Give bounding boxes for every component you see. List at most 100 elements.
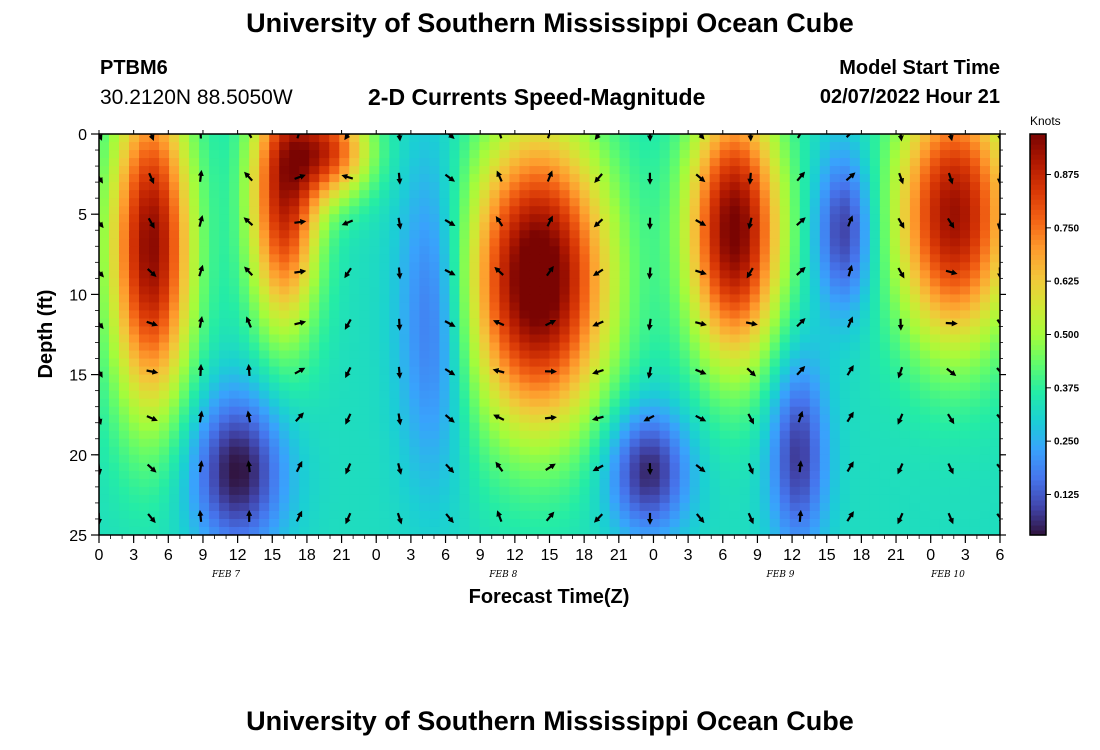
heatmap-cell (929, 438, 941, 448)
heatmap-cell (139, 238, 150, 247)
heatmap-cell (559, 438, 571, 448)
heatmap-cell (459, 182, 471, 191)
heatmap-cell (289, 398, 300, 408)
heatmap-cell (279, 422, 290, 432)
heatmap-cell (729, 310, 741, 320)
heatmap-cell (219, 134, 230, 143)
heatmap-cell (849, 486, 861, 496)
heatmap-cell (469, 470, 481, 480)
heatmap-cell (289, 462, 300, 472)
heatmap-cell (349, 294, 360, 304)
heatmap-cell (589, 214, 601, 223)
heatmap-cell (969, 294, 981, 304)
heatmap-cell (809, 222, 821, 231)
heatmap-cell (509, 190, 521, 199)
heatmap-cell (549, 334, 561, 344)
heatmap-cell (519, 366, 531, 376)
heatmap-cell (409, 166, 420, 175)
heatmap-cell (899, 278, 911, 287)
heatmap-cell (639, 422, 651, 432)
heatmap-cell (839, 198, 851, 207)
heatmap-cell (859, 422, 871, 432)
heatmap-cell (879, 454, 891, 464)
heatmap-cell (599, 238, 611, 247)
heatmap-cell (839, 430, 851, 440)
heatmap-cell (589, 150, 601, 159)
heatmap-cell (859, 230, 871, 239)
heatmap-cell (429, 326, 440, 336)
heatmap-cell (409, 382, 420, 392)
colorbar-segment (1030, 179, 1046, 185)
heatmap-cell (519, 462, 531, 472)
heatmap-cell (929, 414, 941, 424)
heatmap-cell (169, 374, 180, 384)
heatmap-cell (649, 222, 661, 231)
heatmap-cell (879, 438, 891, 448)
heatmap-cell (209, 390, 220, 400)
heatmap-cell (809, 518, 821, 528)
heatmap-cell (459, 206, 471, 215)
heatmap-cell (499, 206, 511, 215)
heatmap-cell (889, 190, 901, 199)
heatmap-cell (699, 494, 711, 504)
heatmap-cell (379, 470, 390, 480)
heatmap-cell (139, 270, 150, 279)
heatmap-cell (599, 326, 611, 336)
heatmap-cell (249, 422, 260, 432)
heatmap-cell (679, 214, 691, 223)
heatmap-cell (939, 270, 951, 279)
heatmap-cell (789, 166, 801, 175)
heatmap-cell (729, 150, 741, 159)
heatmap-cell (339, 278, 350, 287)
heatmap-cell (559, 174, 571, 183)
heatmap-cell (919, 414, 931, 424)
heatmap-cell (869, 278, 881, 287)
heatmap-cell (209, 406, 220, 416)
heatmap-cell (909, 422, 921, 432)
heatmap-cell (869, 174, 881, 183)
heatmap-cell (729, 190, 741, 199)
heatmap-cell (159, 438, 170, 448)
heatmap-cell (449, 318, 460, 328)
heatmap-cell (959, 502, 971, 512)
heatmap-cell (149, 478, 160, 488)
heatmap-cell (759, 390, 771, 400)
heatmap-cell (969, 166, 981, 175)
heatmap-cell (479, 350, 491, 360)
heatmap-cell (119, 382, 130, 392)
heatmap-cell (859, 326, 871, 336)
colorbar-segment (1030, 449, 1046, 456)
heatmap-cell (929, 390, 941, 400)
heatmap-cell (129, 470, 140, 480)
heatmap-cell (709, 462, 721, 472)
heatmap-cell (309, 502, 320, 512)
heatmap-cell (369, 286, 380, 295)
heatmap-cell (749, 350, 761, 360)
heatmap-cell (259, 454, 270, 464)
heatmap-cell (309, 214, 320, 223)
heatmap-cell (139, 510, 150, 520)
heatmap-cell (359, 486, 370, 496)
heatmap-cell (889, 478, 901, 488)
heatmap-cell (179, 358, 190, 368)
heatmap-cell (779, 374, 791, 384)
heatmap-cell (649, 214, 661, 223)
heatmap-cell (979, 158, 991, 167)
heatmap-cell (479, 278, 491, 287)
heatmap-cell (299, 286, 310, 295)
heatmap-cell (909, 142, 921, 151)
heatmap-cell (819, 230, 831, 239)
heatmap-cell (99, 358, 110, 368)
heatmap-cell (629, 198, 641, 207)
heatmap-cell (279, 390, 290, 400)
heatmap-cell (379, 206, 390, 215)
heatmap-cell (899, 398, 911, 408)
current-arrow (846, 511, 854, 522)
heatmap-cell (919, 518, 931, 528)
heatmap-cell (329, 406, 340, 416)
heatmap-cell (919, 310, 931, 320)
heatmap-cell (359, 390, 370, 400)
heatmap-cell (319, 398, 330, 408)
heatmap-cell (849, 286, 861, 295)
heatmap-cell (679, 286, 691, 295)
